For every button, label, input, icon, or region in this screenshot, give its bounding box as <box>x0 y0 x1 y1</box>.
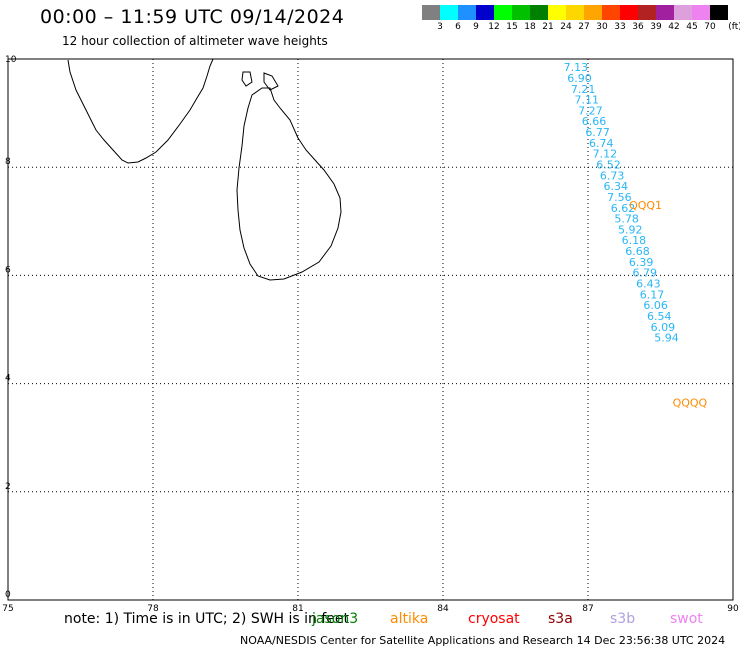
wave-height-value: 7.13 <box>564 61 589 74</box>
legend-swatch <box>602 5 620 20</box>
wave-height-value: 6.18 <box>622 234 647 247</box>
wave-height-value: 6.77 <box>585 126 610 139</box>
wave-height-value: 6.34 <box>604 180 629 193</box>
legend-swatch <box>656 5 674 20</box>
satellite-label-cryosat: cryosat <box>468 611 520 627</box>
wave-height-value: 6.68 <box>625 245 650 258</box>
wave-height-value: 6.62 <box>611 202 636 215</box>
satellite-label-swot: swot <box>670 611 703 627</box>
wave-height-value: 6.52 <box>596 158 621 171</box>
legend-label: 6 <box>455 22 461 32</box>
wave-height-value: 7.21 <box>571 83 596 96</box>
wave-height-value: 6.09 <box>651 321 676 334</box>
legend-label: 70 <box>704 22 716 32</box>
india-coastline <box>67 58 214 164</box>
satellite-label-altika: altika <box>390 611 429 627</box>
map-title: 00:00 – 11:59 UTC 09/14/2024 <box>40 6 345 28</box>
map-frame <box>7 58 734 601</box>
x-tick-label: 81 <box>292 604 303 614</box>
legend-label: 39 <box>650 22 662 32</box>
legend-label: 9 <box>473 22 479 32</box>
data-flag-marker: QQQQ <box>673 397 708 410</box>
legend-swatch <box>440 5 458 20</box>
wave-height-value: 5.94 <box>654 332 679 345</box>
x-tick-label: 84 <box>437 604 449 614</box>
satellite-label-s3a: s3a <box>548 611 573 627</box>
legend-swatch <box>494 5 512 20</box>
wave-height-value: 6.66 <box>582 115 607 128</box>
legend-swatch <box>638 5 656 20</box>
wave-height-value: 6.73 <box>600 169 625 182</box>
legend-unit: (ft) <box>728 22 740 32</box>
satellite-label-jason3: jason3 <box>312 611 359 627</box>
wave-height-value: 6.90 <box>567 72 592 85</box>
legend-swatch <box>422 5 440 20</box>
legend-label: 42 <box>668 22 680 32</box>
wave-height-value: 6.06 <box>643 299 668 312</box>
legend-swatches <box>422 5 728 20</box>
wave-height-value: 7.12 <box>593 148 618 161</box>
wave-height-value: 6.54 <box>647 310 672 323</box>
wave-height-value: 6.79 <box>633 267 658 280</box>
wave-height-value: 6.39 <box>629 256 654 269</box>
wave-height-value: 6.74 <box>589 137 614 150</box>
units-note: note: 1) Time is in UTC; 2) SWH is in fe… <box>64 611 350 627</box>
legend-label: 27 <box>578 22 590 32</box>
legend-swatch <box>566 5 584 20</box>
legend-label: 33 <box>614 22 626 32</box>
legend-swatch <box>548 5 566 20</box>
legend-swatch <box>620 5 638 20</box>
legend-label: 24 <box>560 22 572 32</box>
legend-label: 18 <box>524 22 536 32</box>
y-tick-label: 2 <box>5 482 11 492</box>
wave-height-value: 7.56 <box>607 191 632 204</box>
island-outline <box>241 71 253 87</box>
x-tick-label: 90 <box>727 604 739 614</box>
y-tick-label: 6 <box>5 265 11 275</box>
x-tick-label: 75 <box>2 604 13 614</box>
legend-swatch <box>584 5 602 20</box>
legend-label: 12 <box>488 22 500 32</box>
x-tick-label: 78 <box>147 604 159 614</box>
island-outline <box>263 72 279 91</box>
x-tick-label: 87 <box>582 604 593 614</box>
legend-swatch <box>476 5 494 20</box>
wave-height-value: 7.27 <box>578 104 603 117</box>
legend-label: 21 <box>542 22 554 32</box>
legend-swatch <box>710 5 728 20</box>
y-tick-label: 0 <box>5 590 11 600</box>
satellite-label-s3b: s3b <box>610 611 636 627</box>
wave-height-value: 5.92 <box>618 223 643 236</box>
wave-height-value: 7.11 <box>575 94 600 107</box>
legend-label: 30 <box>596 22 608 32</box>
legend-swatch <box>692 5 710 20</box>
sri-lanka-coastline <box>236 87 342 281</box>
legend-swatch <box>530 5 548 20</box>
legend-swatch <box>458 5 476 20</box>
wave-height-value: 5.78 <box>614 213 639 226</box>
data-flag-marker: QQQ1 <box>629 199 662 212</box>
legend-swatch <box>512 5 530 20</box>
legend-label: 15 <box>506 22 518 32</box>
map-subtitle: 12 hour collection of altimeter wave hei… <box>62 34 328 48</box>
y-tick-label: 8 <box>5 157 11 167</box>
y-tick-label: 4 <box>5 374 11 384</box>
legend-label: 36 <box>632 22 644 32</box>
legend-label: 45 <box>686 22 698 32</box>
y-tick-label: 10 <box>5 55 17 65</box>
wave-height-value: 6.43 <box>636 278 661 291</box>
legend-swatch <box>674 5 692 20</box>
legend-label: 3 <box>437 22 443 32</box>
wave-height-value: 6.17 <box>640 288 665 301</box>
credit-line: NOAA/NESDIS Center for Satellite Applica… <box>240 634 726 647</box>
